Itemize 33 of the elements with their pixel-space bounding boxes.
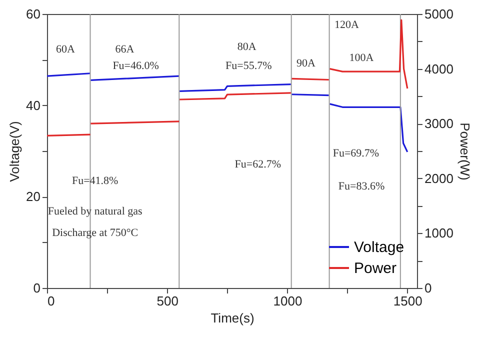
legend-label: Power xyxy=(354,260,397,277)
y-axis-title: Voltage(V) xyxy=(7,121,22,182)
y-tick-label: 20 xyxy=(26,189,40,204)
annotation: 80A xyxy=(237,40,256,53)
annotation: 100A xyxy=(349,52,374,64)
annotation: Fu=41.8% xyxy=(72,175,118,188)
y2-tick-label: 5000 xyxy=(424,6,454,22)
annotation: 90A xyxy=(296,57,316,70)
annotation: 120A xyxy=(334,18,359,31)
annotation: Fu=46.0% xyxy=(112,60,159,72)
annotation: Fu=55.7% xyxy=(226,60,272,72)
x-tick-label: 1000 xyxy=(273,294,302,308)
annotation: 60A xyxy=(56,44,76,56)
y-tick-label: 0 xyxy=(33,280,40,296)
annotation: Fu=62.7% xyxy=(234,158,282,171)
annotation: Discharge at 750°C xyxy=(52,227,138,240)
y2-axis-title: Power(W) xyxy=(457,122,472,180)
y2-tick-label: 1000 xyxy=(424,226,454,241)
annotation: Fu=69.7% xyxy=(332,148,380,160)
x-tick-label: 500 xyxy=(156,294,178,308)
annotation: Fueled by natural gas xyxy=(48,205,142,218)
x-tick-label: 1500 xyxy=(393,294,422,308)
y2-tick-label: 3000 xyxy=(424,116,454,132)
y-tick-label: 60 xyxy=(26,6,40,22)
y-tick-label: 40 xyxy=(26,98,40,113)
y2-tick-label: 4000 xyxy=(424,61,454,76)
x-tick-label: 0 xyxy=(48,294,55,308)
y2-tick-label: 0 xyxy=(424,280,432,296)
y2-tick-label: 2000 xyxy=(424,170,454,186)
legend-label: Voltage xyxy=(354,239,404,256)
x-axis-title: Time(s) xyxy=(210,310,254,326)
annotation: 66A xyxy=(115,44,134,56)
annotation: Fu=83.6% xyxy=(338,180,385,193)
